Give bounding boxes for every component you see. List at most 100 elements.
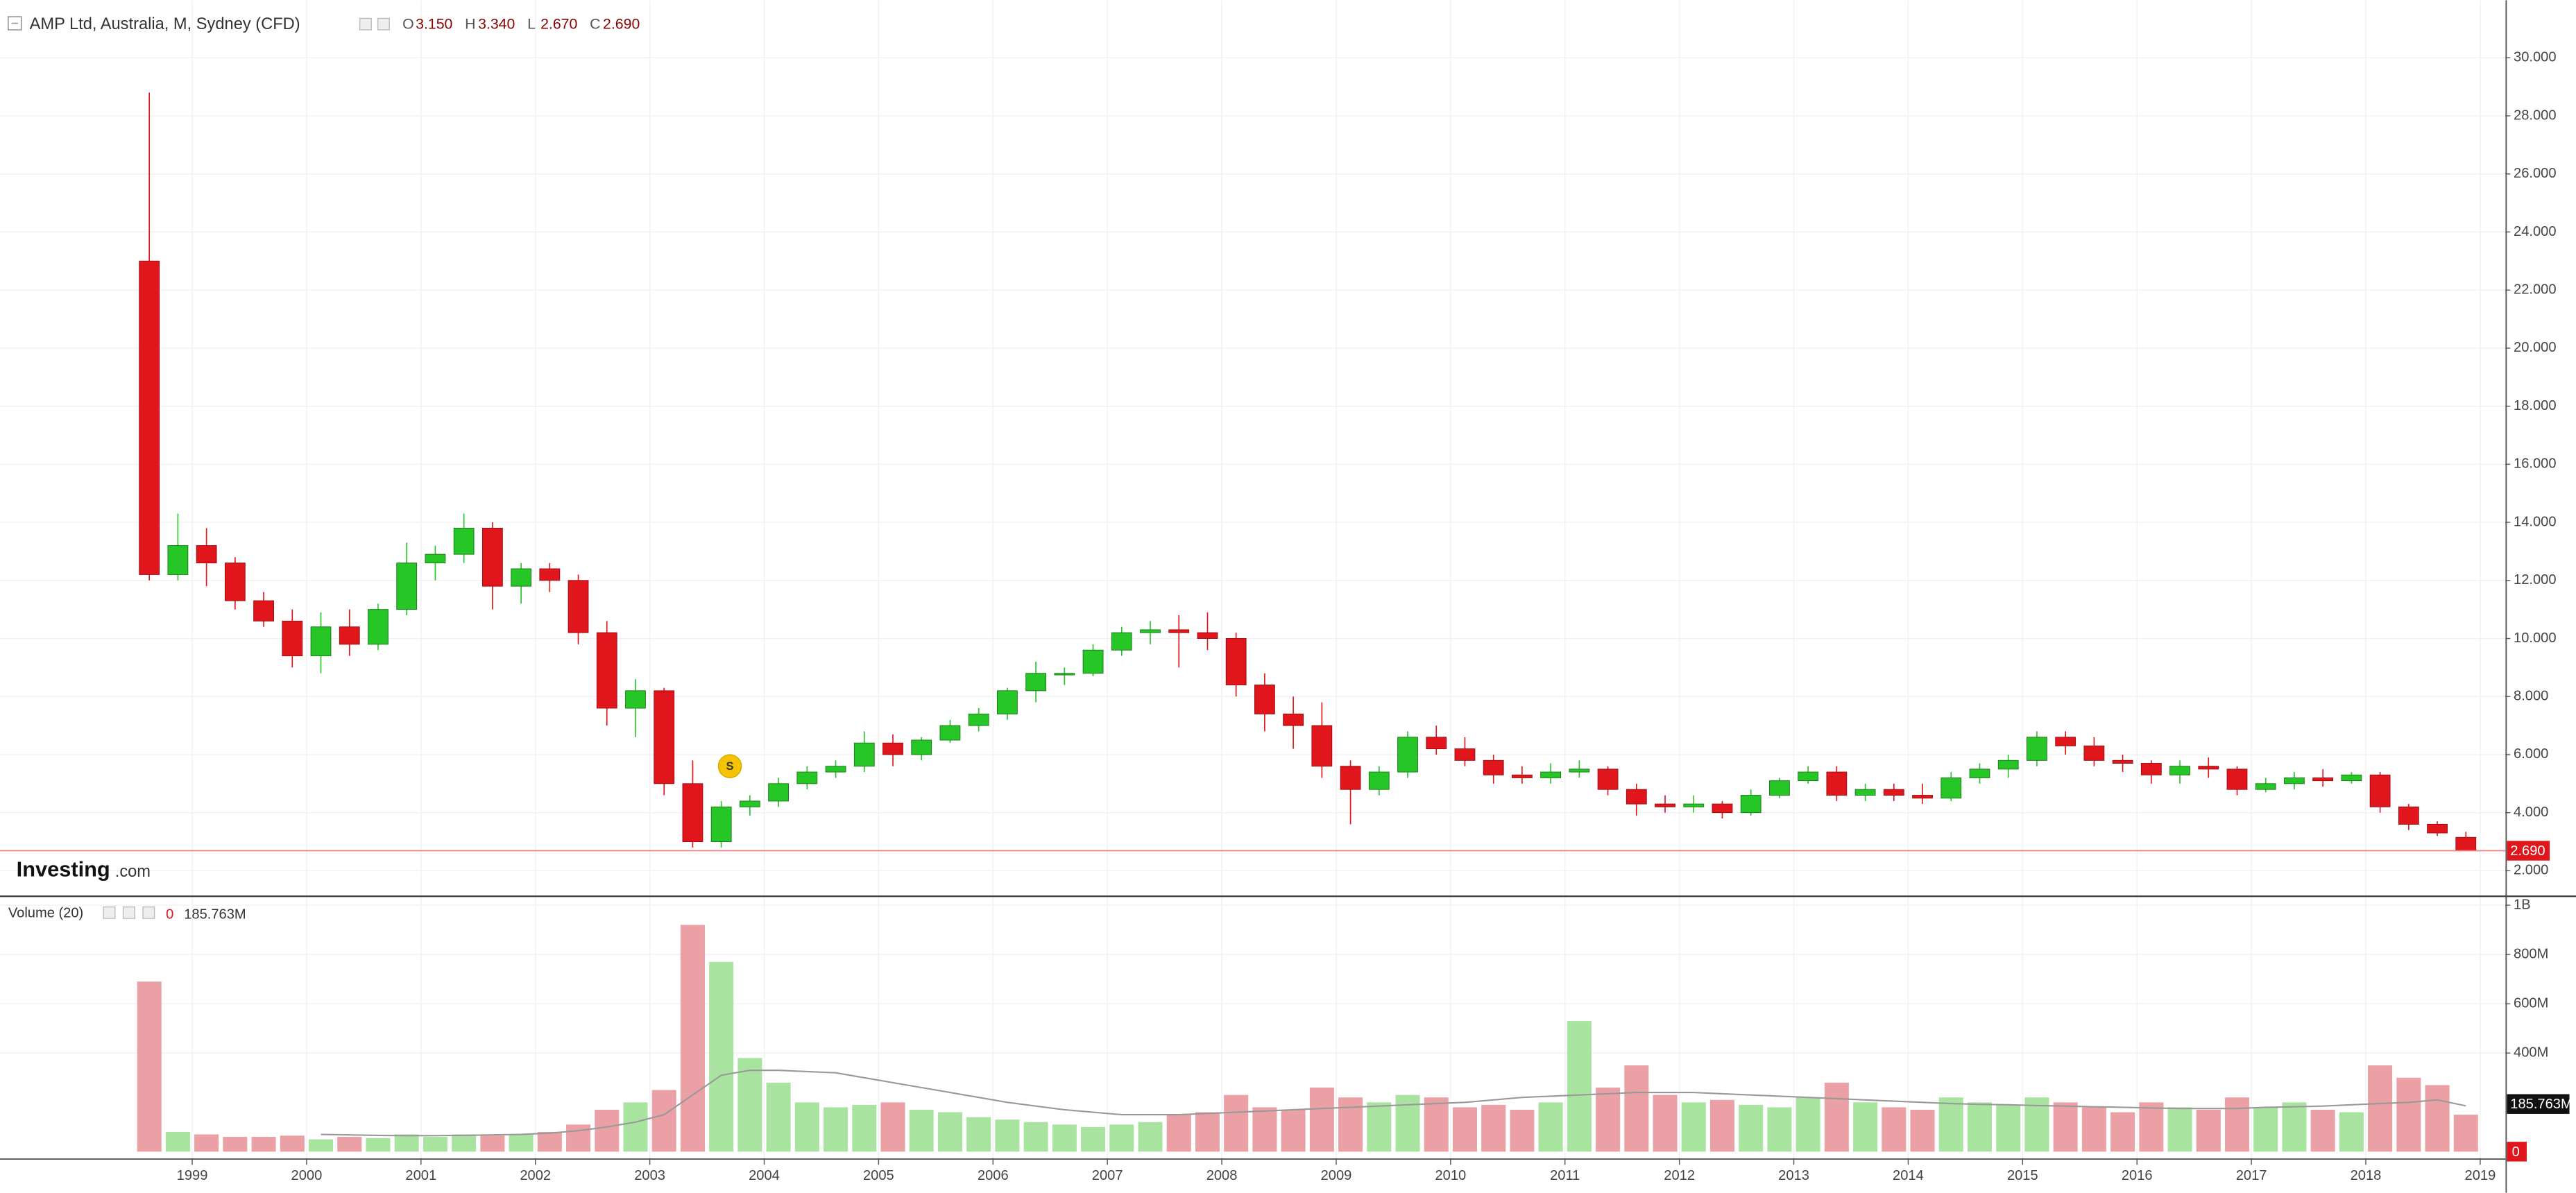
volume-bar — [2196, 1109, 2221, 1152]
candle-body — [853, 742, 875, 767]
close-icon[interactable] — [142, 906, 155, 919]
candle-body — [453, 527, 475, 555]
candle-body — [282, 620, 303, 657]
candle-body — [1397, 737, 1418, 773]
volume-bar — [2425, 1085, 2450, 1152]
candle-body — [2226, 769, 2248, 790]
ohlc-key: L — [527, 16, 536, 33]
volume-bar — [2053, 1102, 2078, 1152]
logo-brand: Investing — [17, 857, 110, 882]
volume-bar — [1882, 1107, 1907, 1152]
candle-body — [1311, 725, 1333, 767]
volume-bar — [1681, 1102, 1706, 1152]
settings-icon[interactable] — [103, 906, 116, 919]
candle-body — [1969, 769, 1990, 778]
candle-body — [1111, 632, 1132, 651]
x-tick-label: 2011 — [1550, 1168, 1580, 1183]
volume-bar — [1938, 1097, 1963, 1152]
candle-body — [224, 563, 246, 601]
x-tick-label: 2013 — [1778, 1168, 1809, 1183]
hide-icon[interactable] — [122, 906, 135, 919]
volume-bar — [394, 1134, 419, 1152]
candle-body — [2027, 737, 2047, 761]
x-tick-label: 2019 — [2465, 1168, 2496, 1183]
candle-body — [682, 783, 703, 843]
candle-body — [1225, 638, 1247, 685]
volume-bar — [1338, 1097, 1363, 1152]
volume-bar — [280, 1135, 305, 1152]
candle-body — [1740, 795, 1762, 814]
ohlc-key: O — [402, 16, 414, 33]
candle-body — [2055, 737, 2076, 746]
event-marker — [717, 754, 742, 778]
volume-bar — [337, 1137, 362, 1152]
volume-bar — [680, 925, 705, 1152]
volume-bar — [651, 1090, 676, 1152]
ohlc-key: H — [465, 16, 475, 33]
x-tick-label: 2010 — [1435, 1168, 1466, 1183]
volume-ma-value: 185.763M — [184, 907, 246, 922]
y-tick-label: 28.000 — [2514, 108, 2557, 123]
volume-bar — [1138, 1122, 1163, 1152]
candle-body — [1512, 774, 1533, 778]
volume-bar — [1081, 1126, 1106, 1152]
volume-bar — [2110, 1112, 2135, 1152]
candle-body — [167, 545, 189, 575]
candle-body — [2427, 823, 2448, 834]
y-tick-label: 20.000 — [2514, 340, 2557, 355]
y-tick-label: 8.000 — [2514, 689, 2548, 704]
volume-bar — [452, 1134, 477, 1152]
ohlc-key: C — [590, 16, 600, 33]
y-tick-label: 600M — [2514, 996, 2548, 1011]
volume-bar — [852, 1104, 877, 1152]
candle-body — [511, 568, 531, 587]
volume-bar — [1538, 1102, 1563, 1152]
volume-bar — [165, 1131, 190, 1152]
collapse-icon[interactable] — [8, 16, 22, 31]
volume-bar — [1967, 1102, 1993, 1152]
candle-body — [1597, 769, 1619, 790]
volume-bar — [1709, 1099, 1734, 1152]
volume-bar — [794, 1102, 819, 1152]
volume-bar — [1795, 1097, 1820, 1152]
x-tick-label: 2005 — [863, 1168, 894, 1183]
candle-body — [425, 553, 446, 564]
volume-bar — [1395, 1095, 1420, 1152]
y-tick-label: 800M — [2514, 946, 2548, 961]
x-tick-label: 2001 — [405, 1168, 436, 1183]
volume-bar — [1910, 1109, 1935, 1152]
candle-body — [1054, 673, 1075, 676]
candle-body — [2198, 766, 2219, 770]
x-tick-label: 2017 — [2236, 1168, 2267, 1183]
volume-bar — [2339, 1112, 2364, 1152]
volume-bar — [1424, 1097, 1449, 1152]
volume-current: 0 — [166, 907, 173, 922]
last-price-tag — [2507, 841, 2550, 861]
volume-bar — [223, 1137, 248, 1152]
volume-bar — [1367, 1102, 1392, 1152]
x-tick-label: 2000 — [291, 1168, 323, 1183]
volume-ma-line — [321, 1070, 2466, 1137]
ma-price-tag-label: 185.763M — [2510, 1097, 2572, 1112]
candle-body — [1940, 777, 1962, 799]
candle-body — [1082, 649, 1104, 674]
settings-icon[interactable] — [359, 17, 372, 31]
x-tick-label: 1999 — [177, 1168, 208, 1183]
y-tick-label: 12.000 — [2514, 572, 2557, 587]
volume-current-tag-label: 0 — [2512, 1144, 2520, 1160]
candle-body — [253, 600, 274, 621]
hide-icon[interactable] — [377, 17, 390, 31]
volume-bar — [509, 1134, 534, 1152]
candle-body — [1254, 685, 1275, 714]
volume-bar — [1510, 1109, 1535, 1152]
candle-body — [825, 766, 846, 773]
candle-body — [968, 713, 989, 726]
volume-bar — [2310, 1109, 2335, 1152]
candle-body — [1540, 771, 1562, 778]
candle-body — [1025, 673, 1047, 692]
volume-bar — [824, 1107, 848, 1152]
candle-body — [1168, 629, 1190, 633]
candle-body — [310, 626, 332, 657]
volume-bar — [1195, 1112, 1220, 1152]
